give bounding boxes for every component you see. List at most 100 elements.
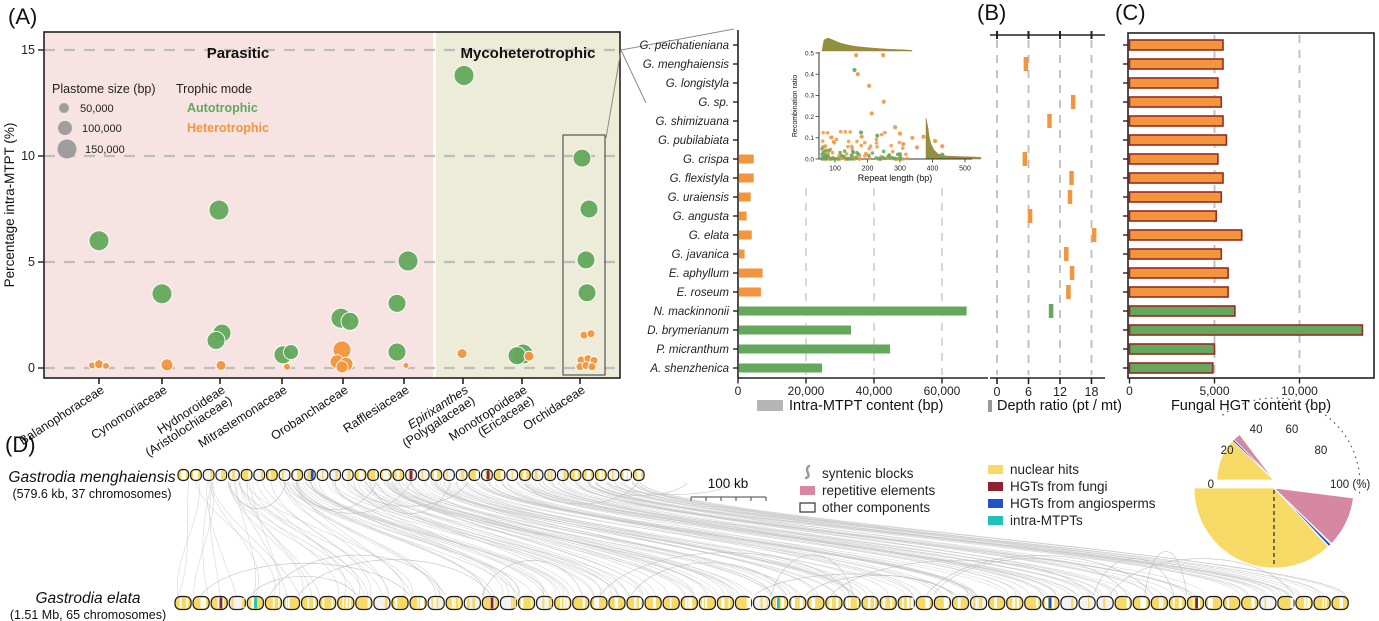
chromosome-stripe [944,597,948,609]
chromosome-stripe [421,597,424,609]
y-tick-label: 0 [28,361,35,375]
chromosome-stripe [307,470,310,480]
inset-point-heterotrophic [940,144,945,149]
chromosome [1024,595,1042,611]
chromosome-stripe [1251,597,1255,609]
chromosome-stripe [1264,597,1267,609]
chromosome [329,468,342,482]
inset-point-heterotrophic [867,147,872,151]
inset-point-autotrophic [866,153,871,158]
synteny-curve [284,481,405,597]
synteny-curve [528,481,1090,597]
synteny-curve [424,481,724,597]
chromosome-stripe [210,470,213,480]
synteny-loop [298,559,492,596]
chromosome-stripe [293,470,297,480]
x-tick-label: 0 [1126,384,1133,398]
x-tick-label: 12 [1053,385,1067,399]
chromosome-stripe [512,597,515,609]
chromosome-stripe [957,597,961,609]
chromosome-stripe [1045,597,1049,609]
pie-reference-arc-upper [1222,397,1361,484]
panel-a-y-axis-title: Percentage intra-MTPT (%) [2,123,17,288]
inset-point-heterotrophic [881,53,886,58]
inset-point-heterotrophic [829,135,834,139]
fungal-hgt-bar [1128,210,1217,222]
chromosome-stripe [431,597,433,609]
legend-right-label: HGTs from angiosperms [1010,496,1156,511]
synteny-curve [375,481,618,597]
chromosome-hgt-mark [1195,597,1198,609]
inset-point-heterotrophic [834,137,839,142]
chromosome-stripe [848,597,851,609]
chromosome-stripe [1227,597,1230,609]
chromosome-stripe [638,597,642,609]
scatter-point [215,360,227,371]
chromosome-stripe [1290,597,1294,609]
synteny-curve [331,481,570,597]
synteny-curve [476,481,976,597]
synteny-curve [456,481,850,597]
inset-point-heterotrophic [901,142,906,147]
inset-point-heterotrophic [838,129,843,134]
chromosome [445,595,463,611]
inset-point-autotrophic [842,149,847,153]
chromosome-stripe [307,597,309,609]
chromosome-stripe [906,597,910,609]
synteny-curve [387,481,685,597]
chromosome [1313,595,1331,611]
intra-mtpt-legend-swatch [757,400,783,411]
chromosome-stripe [200,597,204,609]
scatter-point [453,64,475,86]
synteny-curve [559,481,1083,597]
chromosome [825,595,843,611]
chromosome-stripe [493,597,495,609]
chromosome-stripe [396,470,399,480]
synteny-curve [587,481,1249,597]
chromosome-stripe [181,470,185,480]
synteny-curve [601,481,1163,597]
inset-point-autotrophic [858,130,864,135]
synteny-curve [238,481,339,597]
chromosome-stripe [1304,597,1306,609]
chromosome-stripe [231,597,234,609]
panel-b-label: (B) [977,0,1006,25]
inset-point-heterotrophic [846,144,850,149]
chromosome-stripe [728,597,731,609]
chromosome-stripe [195,470,198,480]
chromosome-stripe [978,597,981,609]
inset-point-heterotrophic [863,154,867,158]
scatter-point [387,293,407,313]
synteny-curve [479,481,1006,597]
chromosome-hgt-mark [310,470,314,480]
synteny-curve [395,481,686,597]
synteny-loop [1144,551,1188,596]
chromosome-stripe [702,597,704,609]
synteny-loop [599,552,854,596]
chromosome-stripe [857,597,859,609]
synteny-curve [227,481,365,597]
chromosome-stripe [451,597,454,609]
depth-ratio-mark [1069,266,1075,280]
chromosome-stripe [269,470,271,480]
species-label: G. flexistyla [670,173,729,185]
inset-point-autotrophic [824,148,828,153]
size-legend-title: Plastome size (bp) [52,82,156,96]
synteny-loop [200,562,410,596]
fungal-hgt-bar [1128,343,1216,355]
callout-line [605,49,622,139]
inset-y-tick-label: 0.5 [805,50,814,57]
inset-point-heterotrophic [933,138,938,144]
depth-ratio-mark [1069,171,1074,185]
chromosome-stripe [582,597,586,609]
synteny-panel-foreground: syntenic blocks repetitive elements other … [690,397,1370,569]
inset-point-autotrophic [820,146,824,151]
synteny-curve [392,481,753,597]
synteny-curve [208,481,260,597]
inset-point-autotrophic [845,156,850,161]
chromosome-stripe [335,470,339,480]
synteny-loop [524,482,638,505]
chromosome-stripe [308,470,312,480]
chromosome-stripe [602,470,605,480]
inset-point-heterotrophic [904,152,908,157]
